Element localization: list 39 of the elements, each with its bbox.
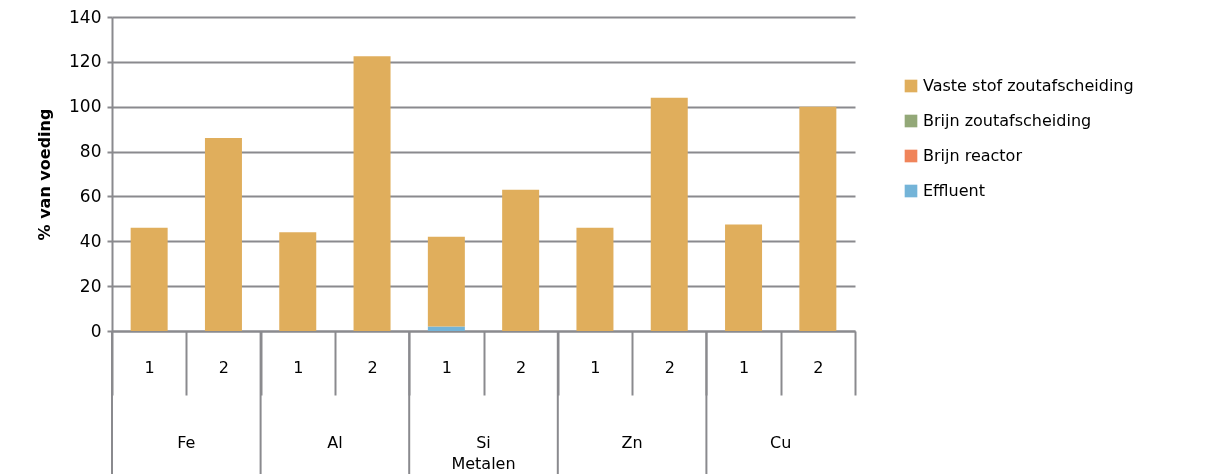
y-tick-label: 0 — [90, 320, 102, 341]
x-tick-label: 1 — [293, 357, 304, 377]
legend-label: Brijn reactor — [923, 146, 1023, 165]
x-tick-label: 2 — [516, 357, 527, 377]
bar — [204, 138, 242, 331]
y-tick-label: 120 — [69, 51, 102, 72]
x-tick-label: 2 — [218, 357, 230, 377]
y-tick-label: 100 — [69, 96, 102, 117]
text: Zn — [621, 433, 643, 452]
y-tick-label: 40 — [79, 230, 102, 251]
y-tick-label: 140 — [69, 6, 102, 27]
text: Si — [476, 433, 491, 452]
y-tick-label: 20 — [79, 275, 102, 296]
y-tick-label: 60 — [79, 185, 102, 206]
bar — [650, 97, 688, 331]
text: Fe — [177, 433, 196, 452]
legend-label: Vaste stof zoutafscheiding — [923, 76, 1134, 95]
legend-label: Effluent — [923, 181, 985, 200]
x-tick-label: 2 — [664, 357, 675, 377]
bar — [799, 106, 837, 331]
text: Cu — [770, 433, 792, 452]
x-tick-label: 1 — [144, 357, 155, 377]
x-tick-label: 1 — [590, 357, 601, 377]
bar — [502, 189, 540, 331]
x-tick-label: 2 — [813, 357, 824, 377]
bar — [725, 224, 763, 331]
bar — [279, 232, 317, 331]
bar — [130, 227, 168, 331]
y-axis-title: % van voeding — [35, 108, 55, 241]
text: Al — [327, 433, 343, 452]
bar — [427, 236, 465, 327]
bar — [353, 56, 391, 331]
x-axis-title: Metalen — [451, 454, 516, 473]
bar — [576, 227, 614, 331]
x-tick-label: 1 — [738, 357, 750, 377]
x-tick-label: 2 — [367, 357, 378, 377]
legend-label: Brijn zoutafscheiding — [923, 111, 1092, 130]
x-tick-label: 1 — [441, 357, 452, 377]
y-tick-label: 80 — [79, 141, 102, 162]
